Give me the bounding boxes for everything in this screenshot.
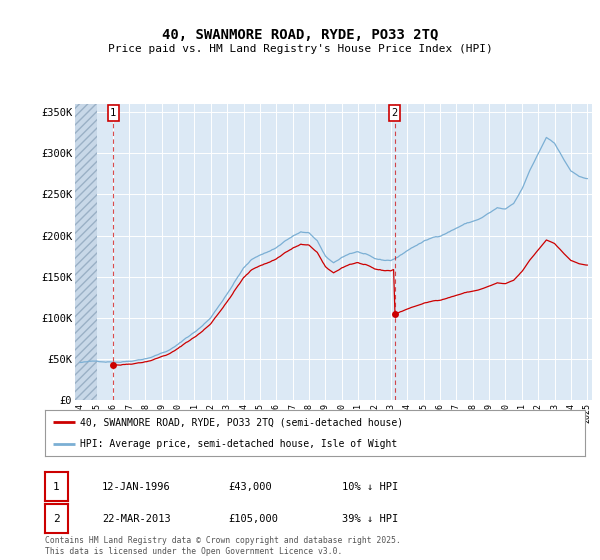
Text: £105,000: £105,000 — [228, 514, 278, 524]
Text: 22-MAR-2013: 22-MAR-2013 — [102, 514, 171, 524]
Text: 40, SWANMORE ROAD, RYDE, PO33 2TQ: 40, SWANMORE ROAD, RYDE, PO33 2TQ — [162, 28, 438, 42]
Text: 12-JAN-1996: 12-JAN-1996 — [102, 482, 171, 492]
Text: 1: 1 — [110, 108, 116, 118]
Text: 2: 2 — [392, 108, 398, 118]
Text: £43,000: £43,000 — [228, 482, 272, 492]
Text: 40, SWANMORE ROAD, RYDE, PO33 2TQ (semi-detached house): 40, SWANMORE ROAD, RYDE, PO33 2TQ (semi-… — [80, 417, 403, 427]
Bar — [75, 104, 97, 400]
Text: Price paid vs. HM Land Registry's House Price Index (HPI): Price paid vs. HM Land Registry's House … — [107, 44, 493, 54]
Text: 39% ↓ HPI: 39% ↓ HPI — [342, 514, 398, 524]
Text: 2: 2 — [53, 514, 60, 524]
Text: 1: 1 — [53, 482, 60, 492]
Text: 10% ↓ HPI: 10% ↓ HPI — [342, 482, 398, 492]
Text: HPI: Average price, semi-detached house, Isle of Wight: HPI: Average price, semi-detached house,… — [80, 440, 397, 450]
Text: Contains HM Land Registry data © Crown copyright and database right 2025.
This d: Contains HM Land Registry data © Crown c… — [45, 536, 401, 556]
